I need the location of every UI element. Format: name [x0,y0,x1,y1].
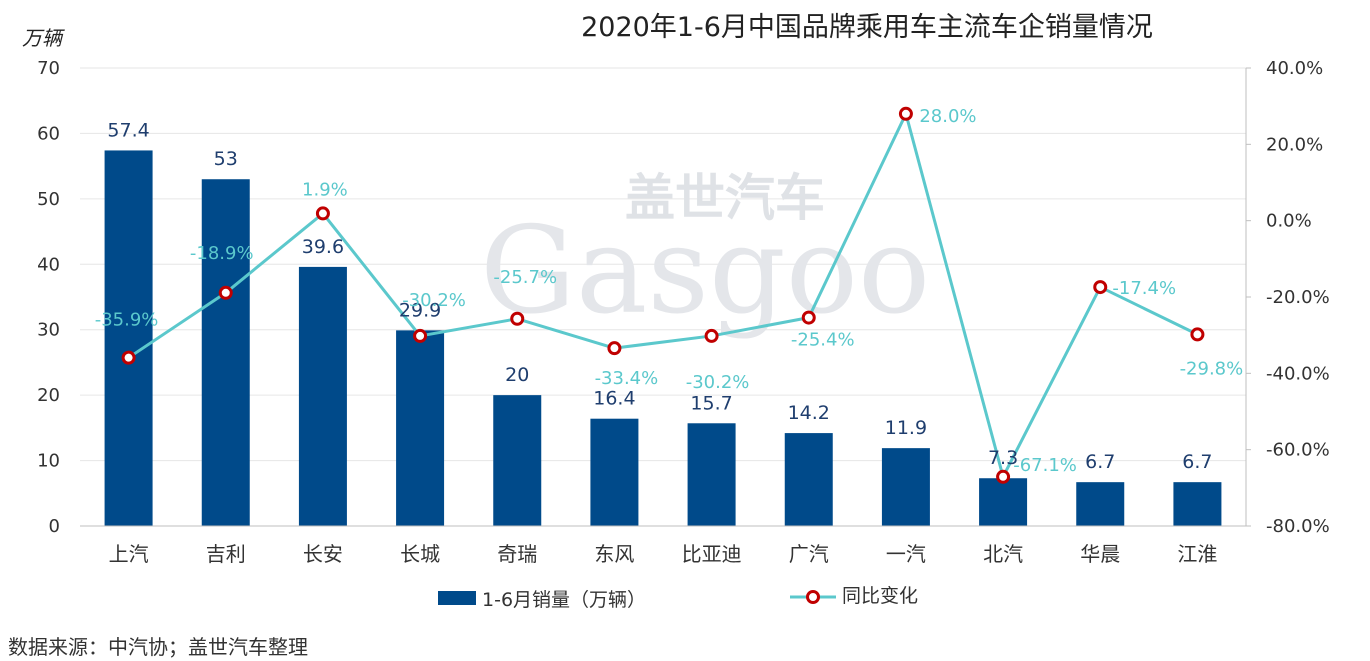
yoy-point [218,285,233,300]
bar-value-label: 57.4 [107,119,149,141]
yoy-point [898,106,913,121]
watermark: 盖世汽车 Gasgoo [480,169,930,341]
line-series [121,106,1205,484]
yoy-point [996,469,1011,484]
bar [881,448,930,526]
yoy-point [510,311,525,326]
yoy-point [704,328,719,343]
bar [590,418,639,526]
x-category-label: 长城 [400,542,440,566]
x-category-label: 北汽 [983,542,1023,566]
x-category-labels: 上汽 吉利 长安 长城 奇瑞 东风 比亚迪 广汽 一汽 北汽 华晨 江淮 [109,542,1218,566]
yoy-point [1093,280,1108,295]
legend: 1-6月销量（万辆） 同比变化 [438,585,918,611]
bar-value-label: 7.3 [988,447,1018,469]
y-left-ticks: 0 10 20 30 40 50 60 70 [37,58,60,537]
y-left-tick-label: 60 [37,123,60,144]
yoy-point [315,206,330,221]
y-left-tick-label: 0 [49,516,60,537]
y-right-tick-label: -20.0% [1266,287,1330,308]
yoy-value-label: -17.4% [1112,278,1176,299]
x-category-label: 长安 [303,542,343,566]
yoy-value-label: 1.9% [302,179,348,200]
bar [1076,482,1125,526]
y-right-tick-label: 40.0% [1266,58,1323,79]
yoy-value-label: -30.2% [402,290,466,311]
y-left-unit: 万辆 [22,26,65,50]
bar [396,330,445,526]
yoy-value-label: -33.4% [595,368,659,389]
bar [979,478,1028,526]
bar [298,266,347,526]
yoy-value-label: -29.8% [1180,358,1244,379]
x-category-label: 江淮 [1177,542,1217,566]
data-labels: 57.4 53 39.6 29.9 20 16.4 15.7 14.2 11.9 7.3 6.7 6.… [95,106,1244,476]
legend-line-label: 同比变化 [842,585,918,607]
yoy-point [607,341,622,356]
watermark-en: Gasgoo [480,202,930,341]
bar-value-label: 20 [505,364,529,386]
bar-value-label: 6.7 [1085,451,1115,473]
bar [104,150,153,526]
y-right-ticks: -80.0% -60.0% -40.0% -20.0% 0.0% 20.0% 40.0% [1245,58,1330,537]
y-left-tick-label: 70 [37,58,60,79]
x-category-label: 比亚迪 [682,542,742,566]
y-right-tick-label: -80.0% [1266,516,1330,537]
bar [784,433,833,526]
yoy-value-label: -35.9% [95,310,159,331]
x-category-label: 上汽 [109,542,149,566]
bar-value-label: 39.6 [302,236,344,258]
y-left-tick-label: 20 [37,385,60,406]
x-category-label: 奇瑞 [497,542,537,566]
y-right-tick-label: 0.0% [1266,211,1312,232]
x-category-label: 东风 [594,542,634,566]
legend-bar-swatch [438,591,476,605]
bar-value-label: 53 [214,148,238,170]
bar [1173,482,1222,526]
x-category-label: 吉利 [206,542,246,566]
yoy-point [801,310,816,325]
y-left-tick-label: 50 [37,189,60,210]
yoy-value-label: -25.4% [791,330,855,351]
bar-value-label: 16.4 [593,388,635,410]
yoy-value-label: -18.9% [190,243,254,264]
bar-value-label: 11.9 [885,417,927,439]
bar [201,179,250,526]
chart-title: 2020年1-6月中国品牌乘用车主流车企销量情况 [581,12,1153,43]
y-left-tick-label: 30 [37,320,60,341]
y-right-tick-label: -60.0% [1266,440,1330,461]
y-left-tick-label: 10 [37,451,60,472]
y-right-tick-label: 20.0% [1266,134,1323,155]
legend-line-marker [806,590,820,604]
y-right-tick-label: -40.0% [1266,363,1330,384]
yoy-value-label: -25.7% [493,267,557,288]
yoy-point [121,350,136,365]
bar [687,423,736,526]
yoy-point [413,328,428,343]
legend-bar-label: 1-6月销量（万辆） [482,589,646,611]
x-category-label: 广汽 [789,542,829,566]
yoy-value-label: -67.1% [1013,455,1077,476]
watermark-cn: 盖世汽车 [625,169,825,227]
yoy-value-label: -30.2% [686,372,750,393]
x-category-label: 华晨 [1080,542,1120,566]
bar-value-label: 6.7 [1182,451,1212,473]
y-left-tick-label: 40 [37,254,60,275]
x-category-label: 一汽 [886,542,926,566]
bar-series [104,150,1222,526]
bar-value-label: 29.9 [399,299,441,321]
gridlines [80,67,1246,462]
bar-value-label: 14.2 [788,402,830,424]
bar-value-label: 15.7 [690,392,732,414]
yoy-point [1190,327,1205,342]
yoy-value-label: 28.0% [919,106,976,127]
source-note: 数据来源：中汽协；盖世汽车整理 [8,635,308,659]
yoy-line [127,112,1199,479]
bar [493,395,542,526]
